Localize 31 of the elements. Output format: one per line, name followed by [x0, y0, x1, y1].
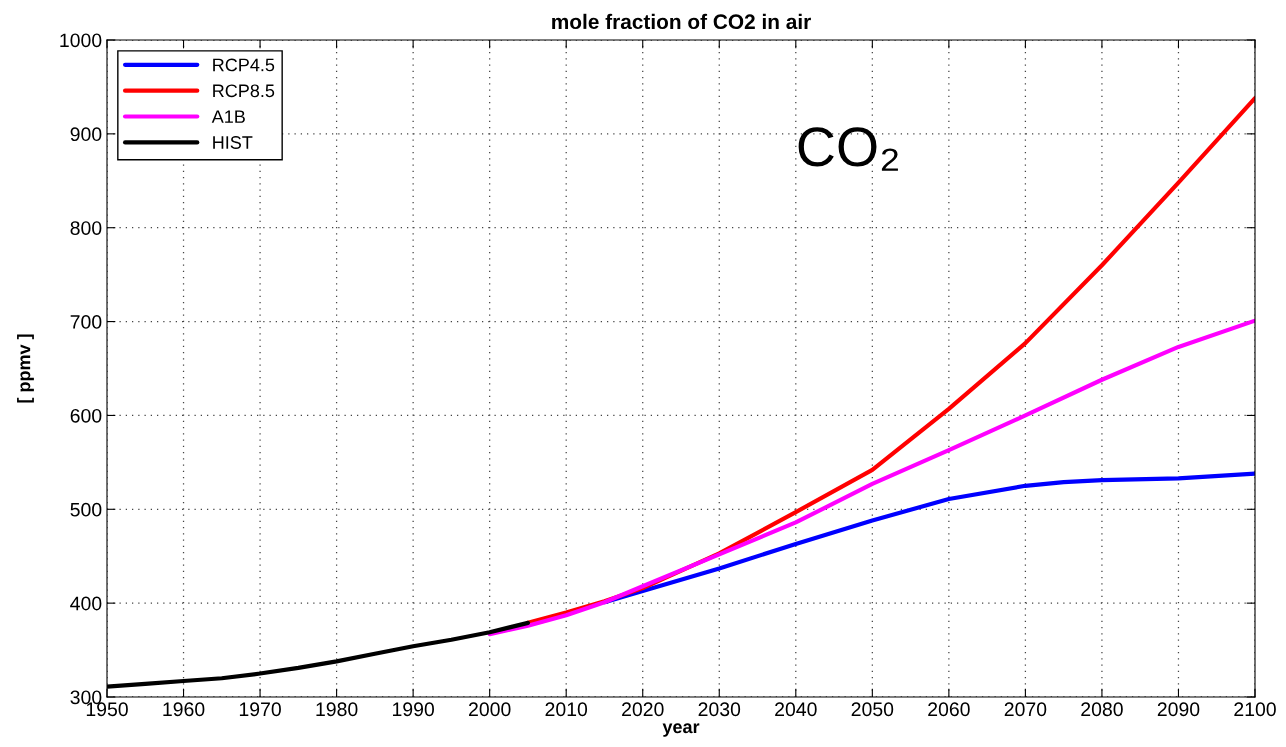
legend-label: HIST [213, 136, 253, 149]
x-tick-label: 1980 [316, 702, 358, 717]
y-axis-title: [ ppmv ] [17, 334, 34, 403]
x-tick-label: 2040 [775, 702, 817, 717]
annotation: CO₂ [798, 127, 898, 171]
y-tick-label: 1000 [60, 33, 102, 48]
x-tick-label: 2000 [469, 702, 511, 717]
x-tick-label: 2070 [1004, 702, 1047, 717]
y-tick-label: 400 [70, 596, 102, 611]
y-tick-label: 600 [70, 408, 102, 423]
y-tick-label: 700 [70, 315, 102, 329]
chart-title: mole fraction of CO2 in air [552, 13, 811, 30]
x-tick-label: 2090 [1157, 702, 1200, 717]
x-tick-label: 2030 [698, 702, 741, 717]
y-tick-label: 800 [70, 221, 102, 235]
legend-label: RCP4.5 [213, 58, 275, 72]
y-tick-label: 900 [70, 127, 102, 142]
x-tick-label: 2020 [622, 702, 664, 717]
x-axis-title: year [662, 723, 700, 737]
x-tick-label: 1960 [163, 702, 205, 717]
line-series [487, 318, 1255, 637]
x-tick-label: 2100 [1234, 702, 1276, 717]
x-tick-label: 2050 [851, 702, 894, 717]
x-tick-label: 2080 [1081, 702, 1123, 717]
x-tick-label: 1990 [392, 702, 434, 717]
x-tick-label: 2010 [545, 702, 588, 717]
x-tick-label: 1970 [239, 702, 281, 717]
legend-label: A1B [211, 110, 245, 123]
legend-label: RCP8.5 [213, 84, 275, 98]
y-tick-label: 500 [70, 502, 102, 517]
x-tick-label: 2060 [928, 702, 970, 717]
